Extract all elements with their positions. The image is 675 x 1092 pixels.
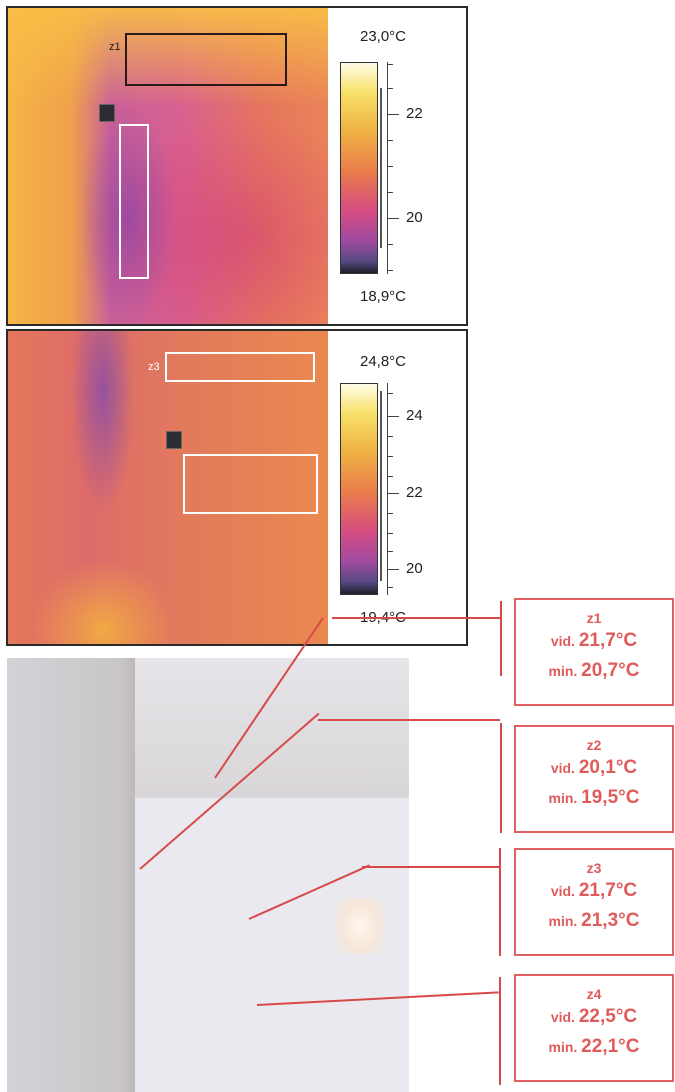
tick-label: 22 — [406, 105, 423, 122]
zone-avg-row: vid. 20,1°C — [516, 753, 672, 783]
zone-z1-label: z1 — [109, 41, 121, 53]
min-value: 22,1°C — [581, 1036, 640, 1057]
zone-avg-row: vid. 21,7°C — [516, 626, 672, 656]
zone-avg-row: vid. 22,5°C — [516, 1002, 672, 1032]
min-label: min. — [548, 790, 578, 806]
scale-tick — [387, 587, 393, 588]
zone-z2-marker — [99, 104, 115, 122]
scale-min-1: 18,9°C — [359, 288, 407, 305]
color-bar-1 — [340, 62, 378, 274]
color-bar-2 — [340, 383, 378, 595]
scale-tick — [387, 393, 393, 394]
min-label: min. — [548, 1039, 578, 1055]
scale-tick — [387, 88, 393, 89]
scale-tick — [387, 270, 393, 271]
scale-tick — [387, 166, 393, 167]
scale-tick — [387, 436, 393, 437]
scale-tick — [387, 218, 399, 219]
zone-min-row: min. 19,5°C — [516, 783, 672, 813]
leader-line-z2-h — [318, 719, 500, 721]
min-label: min. — [548, 663, 578, 679]
min-value: 21,3°C — [581, 910, 640, 931]
thermal-image-1 — [8, 8, 328, 324]
zone-name: z1 — [586, 610, 602, 626]
photo-light-spot — [337, 898, 383, 954]
scale-range-marker-2 — [380, 391, 382, 581]
zone-info-z1: z1 vid. 21,7°C min. 20,7°C — [514, 598, 674, 706]
thermogram-2: z3 24,8°C 24 22 20 19,4°C — [6, 329, 468, 646]
min-label: min. — [548, 913, 578, 929]
scale-tick — [387, 569, 399, 570]
zone-info-z4: z4 vid. 22,5°C min. 22,1°C — [514, 974, 674, 1082]
thermal-image-2 — [8, 331, 328, 644]
zone-z1-rect — [125, 33, 287, 86]
zone-avg-row: vid. 21,7°C — [516, 876, 672, 906]
zone-name: z3 — [586, 860, 602, 876]
leader-line-z3-h — [362, 866, 499, 868]
scale-tick — [387, 513, 393, 514]
scale-axis-1 — [387, 62, 388, 274]
avg-value: 22,5°C — [578, 1006, 638, 1027]
color-scale-2: 24,8°C 24 22 20 19,4°C — [328, 331, 466, 644]
avg-label: vid. — [550, 883, 575, 899]
scale-tick — [387, 244, 393, 245]
scale-tick — [387, 476, 393, 477]
scale-tick — [387, 456, 393, 457]
scale-tick — [387, 416, 399, 417]
zone-min-row: min. 21,3°C — [516, 906, 672, 936]
leader-line-z1-h — [332, 617, 500, 619]
scale-range-marker-1 — [380, 88, 382, 248]
zone-name: z2 — [586, 737, 602, 753]
scale-tick — [387, 192, 393, 193]
avg-value: 21,7°C — [578, 880, 638, 901]
avg-label: vid. — [550, 1009, 575, 1025]
color-scale-1: 23,0°C 22 20 18,9°C — [328, 8, 466, 324]
scale-tick — [387, 551, 393, 552]
zone-info-z3: z3 vid. 21,7°C min. 21,3°C — [514, 848, 674, 956]
scale-axis-2 — [387, 383, 388, 595]
tick-label: 22 — [406, 484, 423, 501]
zone-z3-label: z3 — [148, 361, 160, 373]
scale-tick — [387, 114, 399, 115]
zone-z2-rect — [119, 124, 149, 279]
avg-value: 21,7°C — [578, 630, 638, 651]
zone-min-row: min. 20,7°C — [516, 656, 672, 686]
tick-label: 24 — [406, 407, 423, 424]
scale-max-1: 23,0°C — [359, 28, 407, 45]
bracket-z3 — [499, 848, 501, 956]
zone-z4-rect — [183, 454, 318, 514]
zone-z3-rect — [165, 352, 315, 382]
min-value: 19,5°C — [581, 787, 640, 808]
zone-info-z2: z2 vid. 20,1°C min. 19,5°C — [514, 725, 674, 833]
thermogram-1: z1 23,0°C 22 20 18,9°C — [6, 6, 468, 326]
avg-label: vid. — [550, 633, 575, 649]
zone-z4-marker — [166, 431, 182, 449]
bracket-z1 — [500, 601, 502, 676]
tick-label: 20 — [406, 209, 423, 226]
zone-name: z4 — [586, 986, 602, 1002]
bracket-z4 — [499, 977, 501, 1085]
scale-tick — [387, 140, 393, 141]
tick-label: 20 — [406, 560, 423, 577]
scale-tick — [387, 493, 399, 494]
bracket-z2 — [500, 723, 502, 833]
min-value: 20,7°C — [581, 660, 640, 681]
avg-label: vid. — [550, 760, 575, 776]
room-photo — [7, 658, 409, 1092]
scale-max-2: 24,8°C — [359, 353, 407, 370]
photo-column — [7, 658, 135, 1092]
zone-min-row: min. 22,1°C — [516, 1032, 672, 1062]
scale-tick — [387, 533, 393, 534]
avg-value: 20,1°C — [578, 757, 638, 778]
scale-tick — [387, 64, 393, 65]
